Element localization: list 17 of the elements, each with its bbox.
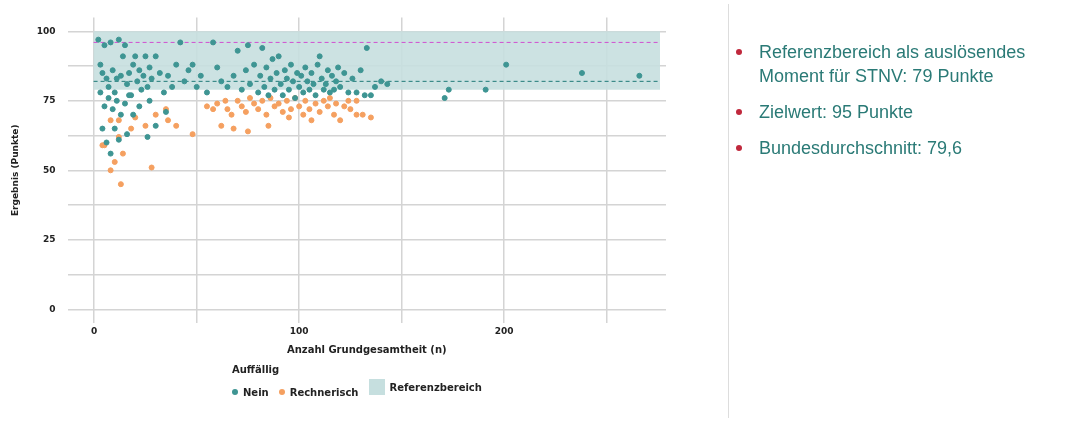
x-tick-label: 100 [289, 325, 309, 336]
y-axis-title: Ergebnis (Punkte) [9, 124, 20, 217]
x-tick-label: 0 [91, 325, 98, 336]
text: Zielwert: 95 Punkte [759, 101, 915, 124]
legend-label: Nein [242, 386, 269, 398]
text: Bundesdurchschnitt: 79,6 [759, 137, 964, 160]
y-tick-label: 75 [43, 95, 56, 106]
x-axis-title: Anzahl Grundgesamtheit (n) [286, 343, 447, 355]
y-tick-label: 50 [43, 164, 56, 175]
legend-label: Rechnerisch [288, 386, 359, 398]
legend-label: Referenzbereich [388, 380, 482, 395]
y-tick-label: 100 [36, 25, 56, 36]
legend-title: Auffällig [232, 364, 281, 375]
y-tick-label: 0 [49, 303, 56, 314]
text: Referenzbereich als auslösendes Moment für STNV: 79 Punkte [759, 41, 1027, 88]
y-tick-label: 25 [43, 234, 56, 245]
x-tick-label: 200 [494, 325, 514, 336]
